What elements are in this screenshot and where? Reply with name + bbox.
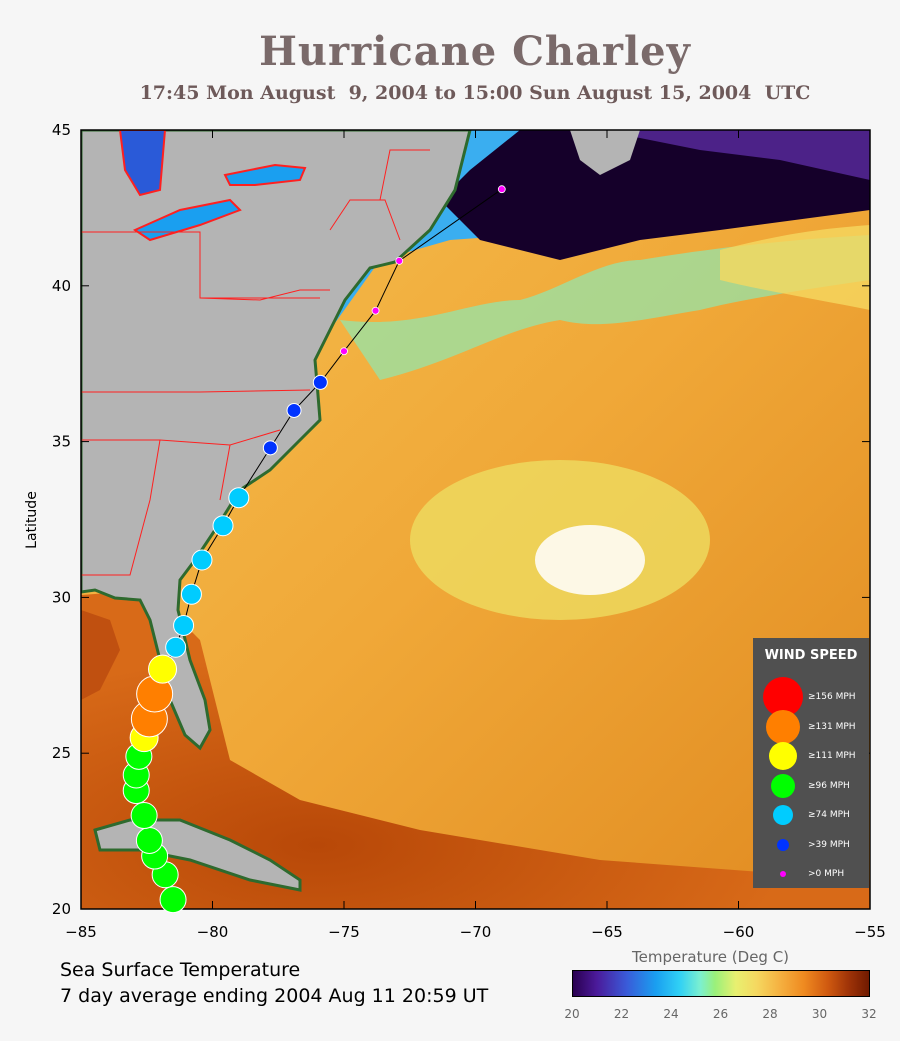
caption-line-2: 7 day average ending 2004 Aug 11 20:59 U… [60, 985, 489, 1007]
legend-label: >0 MPH [808, 869, 845, 879]
track-point [148, 654, 178, 684]
lat-tick-label: 40 [52, 277, 71, 295]
lat-tick-label: 35 [52, 433, 71, 451]
lon-tick-label: −85 [65, 923, 97, 941]
track-point [135, 826, 163, 854]
legend-item: ≥131 MPH [753, 709, 869, 744]
legend-swatch [766, 709, 800, 744]
lake-erie [132, 198, 242, 242]
legend-label: ≥74 MPH [808, 810, 850, 820]
legend-label: ≥111 MPH [808, 751, 856, 761]
track-point [395, 256, 404, 265]
legend-item: ≥156 MPH [753, 677, 869, 717]
eddy-warm [720, 225, 870, 310]
track-point [159, 886, 187, 914]
legend-label: ≥96 MPH [808, 780, 850, 791]
gulf-mexico-water [81, 610, 120, 700]
colorbar-title: Temperature (Deg C) [632, 948, 790, 966]
latitude-axis: 20 25 30 35 40 45 [52, 121, 870, 918]
track-point [262, 440, 278, 456]
track-point [228, 487, 250, 509]
colorbar-tick-label: 26 [712, 1007, 729, 1021]
map-title: Hurricane Charley [259, 28, 691, 75]
lon-tick-label: −70 [460, 923, 492, 941]
wind-speed-legend: WIND SPEED ≥156 MPH ≥131 MPH ≥111 MPH ≥96 M… [753, 638, 869, 888]
track-point [130, 802, 158, 830]
legend-item: ≥111 MPH [753, 741, 869, 771]
map-subtitle: 17:45 Mon August 9, 2004 to 15:00 Sun Au… [139, 82, 811, 104]
legend-swatch [777, 838, 789, 851]
longitude-axis: −85 −80 −75 −70 −65 −60 −55 [65, 130, 886, 941]
lon-tick-label: −55 [854, 923, 886, 941]
legend-swatch [769, 742, 797, 770]
legend-swatch [773, 805, 793, 825]
legend-swatch [780, 871, 786, 877]
track-point [340, 347, 348, 356]
caption: Sea Surface Temperature 7 day average en… [60, 957, 488, 1009]
hurricane-track-points [122, 185, 506, 914]
temperature-colorbar [572, 970, 870, 997]
track-point [212, 515, 234, 537]
lat-tick-label: 25 [52, 744, 71, 762]
colorbar-tick-label: 20 [564, 1007, 580, 1021]
legend-swatch [771, 773, 795, 798]
track-point [165, 636, 187, 658]
caribbean-warm-water [81, 590, 870, 909]
colorbar-tick-label: 28 [762, 1007, 778, 1021]
lon-tick-label: −80 [197, 923, 229, 941]
land-nova-scotia [570, 130, 640, 175]
track-point [312, 374, 328, 390]
legend-item: ≥96 MPH [753, 771, 869, 801]
legend-item: >0 MPH [753, 859, 869, 889]
caption-line-1: Sea Surface Temperature [60, 959, 301, 981]
colorbar-tick-label: 32 [861, 1007, 877, 1021]
lat-tick-label: 45 [52, 121, 71, 139]
legend-label: >39 MPH [808, 839, 850, 850]
legend-item: >39 MPH [753, 830, 869, 860]
track-point [286, 402, 302, 418]
colorbar-tick-label: 22 [613, 1007, 630, 1021]
track-point [497, 185, 506, 194]
cloud-mask-patch [535, 525, 645, 595]
legend-title: WIND SPEED [764, 648, 858, 663]
y-axis-label: Latitude [24, 491, 40, 549]
lake-ontario [223, 163, 307, 186]
lat-tick-label: 30 [52, 588, 71, 606]
track-point [173, 614, 195, 636]
track-point [371, 306, 380, 315]
lon-tick-label: −60 [723, 923, 755, 941]
state-borders [81, 149, 430, 576]
lon-tick-label: −75 [328, 923, 360, 941]
cold-water-purple [600, 130, 870, 180]
lake-michigan [118, 130, 167, 197]
legend-label: ≥156 MPH [808, 692, 856, 702]
legend-item: ≥74 MPH [753, 800, 869, 830]
lon-tick-label: −65 [591, 923, 623, 941]
track-point [191, 549, 213, 571]
colorbar-tick-label: 30 [811, 1007, 828, 1021]
lat-tick-label: 20 [52, 900, 71, 918]
colorbar-tick-label: 24 [663, 1007, 679, 1021]
track-point [180, 583, 202, 605]
legend-label: ≥131 MPH [808, 721, 856, 732]
cold-water-region [440, 130, 870, 260]
map-plot-area [81, 130, 870, 909]
